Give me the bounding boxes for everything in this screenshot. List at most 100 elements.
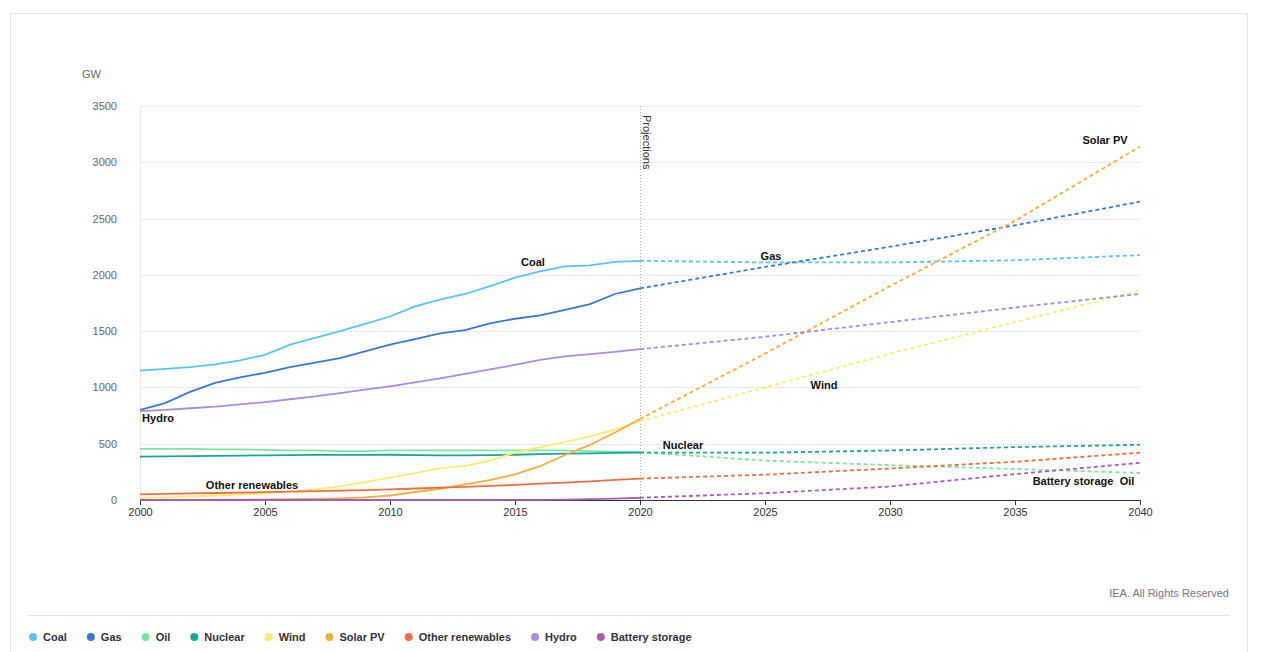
legend-marker: [325, 633, 333, 641]
series-line: [640, 291, 1140, 422]
tick: 2015: [503, 500, 527, 518]
legend-marker: [142, 633, 150, 641]
tick-label: 1000: [93, 381, 117, 393]
tick: 2005: [253, 500, 277, 518]
tick: 2500: [93, 213, 140, 225]
series-label: Oil: [1120, 475, 1135, 487]
series-label: Other renewables: [206, 479, 298, 491]
y-axis: 0 500 1000 1500 2000 2500 3000 3500: [93, 100, 141, 506]
tick-label: 2000: [128, 506, 152, 518]
tick-label: 3000: [93, 156, 117, 168]
legend-label: Gas: [101, 631, 122, 643]
source: IEA. All Rights Reserved: [1109, 587, 1229, 599]
plot-area: [140, 147, 1140, 500]
tick-label: 2030: [878, 506, 902, 518]
tick-label: 500: [99, 438, 117, 450]
legend-item: Other renewables: [405, 631, 511, 643]
series-line: [140, 421, 640, 498]
series-line: [640, 294, 1140, 349]
series-line: [640, 445, 1140, 453]
series-line: [640, 202, 1140, 289]
series-label: Hydro: [142, 412, 174, 424]
axis-title: GW: [82, 68, 102, 80]
tick: 2025: [753, 500, 777, 518]
legend-item: Gas: [87, 631, 122, 643]
axis-line: [140, 107, 141, 501]
series-label: Gas: [761, 250, 782, 262]
tick-label: 2020: [628, 506, 652, 518]
legend-marker: [29, 633, 37, 641]
tick-label: 2000: [93, 269, 117, 281]
legend-item: Coal: [29, 631, 67, 643]
series-line: [640, 452, 1140, 473]
legend-marker: [265, 633, 273, 641]
tick: 2000: [93, 269, 140, 281]
tick-label: 2500: [93, 213, 117, 225]
legend-item: Hydro: [531, 631, 577, 643]
grid-line: [140, 444, 1140, 445]
tick: 3500: [93, 100, 140, 112]
tick-label: 2010: [378, 506, 402, 518]
series-line: [140, 449, 640, 452]
tick: 1500: [93, 325, 140, 337]
tick-mark: [1015, 500, 1016, 505]
grid-line: [140, 162, 1140, 163]
tick: 2000: [128, 500, 152, 518]
grid-line: [140, 219, 1140, 220]
legend-label: Battery storage: [611, 631, 692, 643]
tick: 2030: [878, 500, 902, 518]
legend-marker: [190, 633, 198, 641]
grid: [140, 107, 1140, 501]
tick-label: 0: [111, 494, 117, 506]
legend-item: Oil: [142, 631, 171, 643]
series-line: [140, 261, 640, 371]
series-label: Wind: [811, 379, 838, 391]
series-line: [640, 147, 1140, 419]
tick-mark: [890, 500, 891, 505]
projection-line: [640, 106, 641, 500]
series-line: [140, 498, 640, 500]
tick: 2020: [628, 500, 652, 518]
tick: 2040: [1128, 500, 1152, 518]
legend-marker: [405, 633, 413, 641]
tick-label: 2035: [1003, 506, 1027, 518]
axis-line: [141, 501, 1141, 506]
series-label: Solar PV: [1082, 134, 1128, 146]
legend-marker: [531, 633, 539, 641]
tick-label: 2025: [753, 506, 777, 518]
series-line: [140, 349, 640, 411]
tick: 0: [111, 494, 140, 506]
legend: Coal Gas Oil Nuclear Wind Solar PV Other renew…: [29, 631, 692, 643]
series-line: [140, 479, 640, 495]
tick: 1000: [93, 381, 140, 393]
tick: 2010: [378, 500, 402, 518]
tick-label: 3500: [93, 100, 117, 112]
legend-label: Wind: [279, 631, 306, 643]
tick: 3000: [93, 156, 140, 168]
series-line: [640, 463, 1140, 498]
legend-item: Wind: [265, 631, 306, 643]
tick: 2035: [1003, 500, 1027, 518]
chart: 0500100015002000250030003500GW2000200520…: [0, 0, 1264, 652]
series-label: Coal: [521, 256, 545, 268]
legend-label: Solar PV: [339, 631, 385, 643]
legend-label: Oil: [156, 631, 171, 643]
tick-label: 1500: [93, 325, 117, 337]
legend-label: Coal: [43, 631, 67, 643]
legend-label: Other renewables: [419, 631, 511, 643]
tick-label: 2015: [503, 506, 527, 518]
grid-line: [140, 387, 1140, 388]
annotation: Projections: [641, 115, 653, 170]
series-label: Battery storage: [1033, 475, 1114, 487]
legend-marker: [87, 633, 95, 641]
tick-mark: [1140, 500, 1141, 505]
series-line: [140, 419, 640, 500]
series-labels: Coal Gas Oil Nuclear Wind Solar PV Other renew…: [142, 134, 1134, 491]
legend-label: Hydro: [545, 631, 577, 643]
x-axis: 2000 2005 2010 2015 2020 2025 2030 2035 2040: [128, 500, 1152, 518]
tick-label: 2005: [253, 506, 277, 518]
legend-label: Nuclear: [204, 631, 245, 643]
series-label: Nuclear: [663, 439, 704, 451]
frame: [11, 14, 1248, 652]
tick-mark: [765, 500, 766, 505]
